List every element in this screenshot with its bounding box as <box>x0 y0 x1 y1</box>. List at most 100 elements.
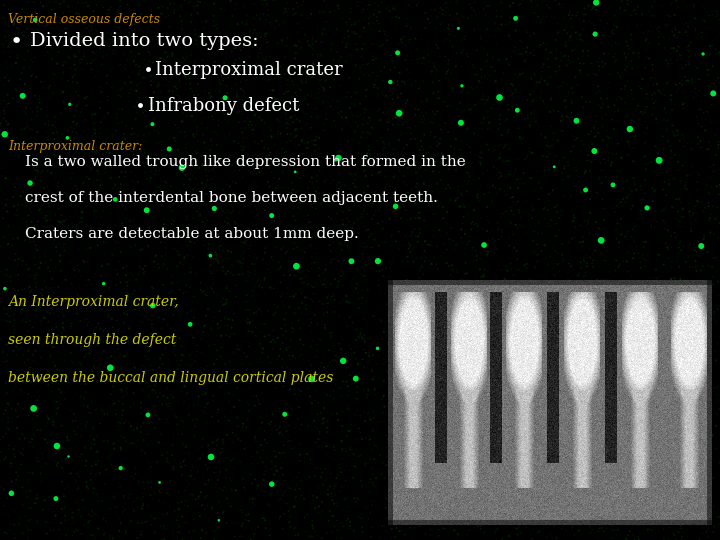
Point <box>624 404 636 413</box>
Point <box>482 24 494 33</box>
Point <box>437 524 449 532</box>
Point <box>7 284 19 293</box>
Point <box>632 522 644 530</box>
Point <box>617 133 629 141</box>
Point <box>677 130 688 139</box>
Point <box>674 372 685 380</box>
Point <box>30 497 42 505</box>
Point <box>59 425 71 434</box>
Point <box>237 128 248 137</box>
Point <box>42 48 53 56</box>
Point <box>255 336 266 345</box>
Point <box>336 465 347 474</box>
Point <box>131 81 143 90</box>
Point <box>176 66 187 75</box>
Point <box>619 29 631 37</box>
Point <box>182 137 194 146</box>
Point <box>39 313 50 322</box>
Point <box>297 262 308 271</box>
Point <box>405 428 417 437</box>
Point <box>355 451 366 460</box>
Point <box>135 409 147 417</box>
Point <box>117 373 129 382</box>
Point <box>124 298 135 306</box>
Point <box>160 496 171 504</box>
Point <box>333 4 345 13</box>
Point <box>86 225 97 233</box>
Point <box>226 47 238 56</box>
Point <box>603 211 615 219</box>
Point <box>574 18 585 26</box>
Point <box>471 354 482 362</box>
Point <box>465 105 477 114</box>
Point <box>107 131 118 139</box>
Point <box>287 407 299 416</box>
Point <box>615 84 626 93</box>
Point <box>114 138 125 147</box>
Point <box>525 31 536 40</box>
Point <box>165 477 176 486</box>
Point <box>271 139 282 148</box>
Point <box>220 367 232 375</box>
Point <box>510 15 521 23</box>
Point <box>573 280 585 289</box>
Point <box>213 230 225 238</box>
Point <box>540 0 552 5</box>
Point <box>5 392 17 401</box>
Point <box>706 227 717 236</box>
Point <box>412 55 423 63</box>
Point <box>608 341 620 349</box>
Point <box>188 421 199 429</box>
Point <box>13 476 24 485</box>
Point <box>562 516 573 524</box>
Point <box>296 137 307 146</box>
Point <box>89 252 101 260</box>
Point <box>325 482 336 491</box>
Point <box>264 60 275 69</box>
Point <box>692 119 703 128</box>
Point <box>697 276 708 285</box>
Point <box>151 513 163 522</box>
Point <box>211 441 222 450</box>
Point <box>208 181 220 190</box>
Point <box>678 457 689 466</box>
Point <box>142 66 153 75</box>
Point <box>624 349 635 358</box>
Point <box>0 163 11 171</box>
Point <box>291 395 302 403</box>
Point <box>585 167 597 176</box>
Point <box>528 184 540 192</box>
Point <box>653 73 665 82</box>
Point <box>332 238 343 247</box>
Point <box>590 281 601 289</box>
Point <box>269 422 281 430</box>
Point <box>449 388 461 397</box>
Point <box>306 202 318 211</box>
Point <box>234 208 246 217</box>
Point <box>17 522 28 531</box>
Point <box>138 265 149 274</box>
Point <box>8 19 19 28</box>
Point <box>530 380 541 388</box>
Point <box>137 501 148 510</box>
Point <box>456 423 468 432</box>
Point <box>222 100 234 109</box>
Point <box>534 363 546 372</box>
Point <box>200 418 212 427</box>
Point <box>156 146 167 155</box>
Point <box>657 158 669 167</box>
Point <box>114 172 125 181</box>
Point <box>444 183 456 192</box>
Point <box>409 342 420 350</box>
Point <box>338 173 349 181</box>
Point <box>137 31 148 40</box>
Point <box>696 310 708 319</box>
Point <box>481 25 492 34</box>
Point <box>410 199 421 207</box>
Point <box>303 195 315 204</box>
Point <box>163 66 175 75</box>
Point <box>168 409 179 417</box>
Point <box>63 32 74 41</box>
Point <box>39 252 50 260</box>
Point <box>226 174 238 183</box>
